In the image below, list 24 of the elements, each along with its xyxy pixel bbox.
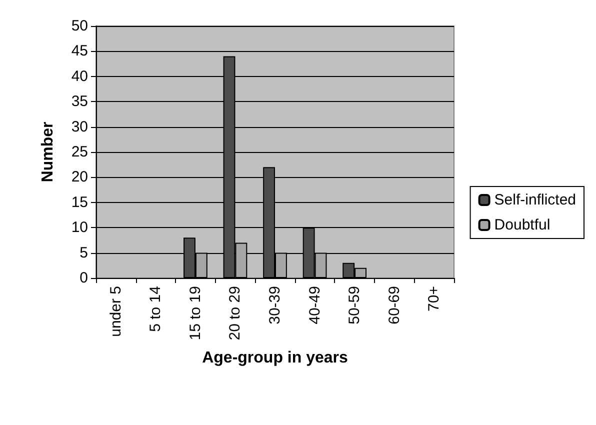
x-tick-label: 5 to 14 (147, 286, 164, 332)
x-tick-label: 40-49 (306, 286, 324, 324)
legend-label: Self-inflicted (494, 192, 576, 208)
y-tick-label: 0 (80, 270, 88, 286)
x-tick-label: 15 to 19 (186, 286, 204, 340)
legend-label: Doubtful (494, 216, 550, 234)
y-tick-label: 25 (71, 144, 88, 160)
x-tick-label: 30-39 (266, 286, 284, 324)
y-tick-label: 50 (71, 18, 88, 34)
x-tick-label: 50-59 (346, 286, 364, 324)
y-tick-label: 45 (71, 42, 88, 60)
x-tick-label: 70+ (426, 286, 443, 312)
y-axis-title: Number (40, 122, 56, 182)
y-tick-label: 35 (71, 93, 88, 110)
y-tick-label: 40 (71, 68, 88, 85)
y-tick-label: 10 (71, 219, 88, 236)
y-tick-label: 30 (71, 118, 88, 136)
y-tick-label: 15 (71, 194, 88, 211)
y-tick-label: 5 (80, 244, 88, 262)
x-tick-label: 60-69 (386, 286, 403, 324)
x-axis-title: Age-group in years (202, 350, 348, 366)
x-tick-label: 20 to 29 (226, 286, 244, 340)
y-tick-label: 20 (71, 168, 88, 186)
x-tick-label: under 5 (107, 286, 124, 337)
